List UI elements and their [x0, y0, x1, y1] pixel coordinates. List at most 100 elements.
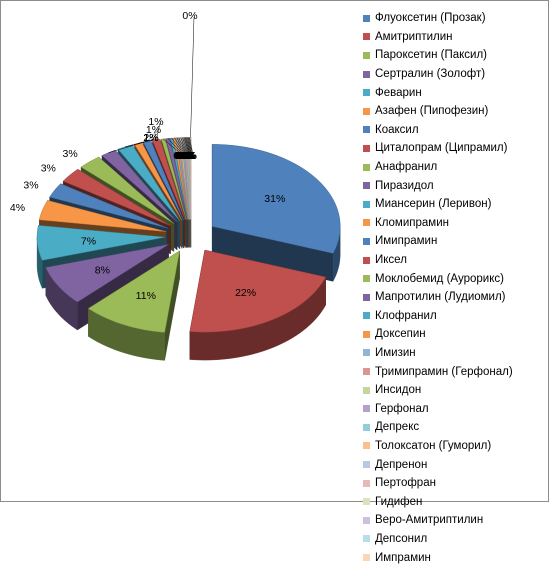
legend-item: Имипрамин — [363, 232, 547, 251]
data-label: 31% — [264, 193, 285, 205]
leader-line — [171, 137, 187, 158]
legend-item: Миансерин (Леривон) — [363, 195, 547, 214]
pie-slice — [45, 244, 169, 303]
pie-slice — [38, 200, 166, 232]
legend-item: Импрамин — [363, 548, 547, 567]
data-label: 7% — [81, 236, 96, 248]
pie-slice — [211, 144, 341, 254]
legend-item: Депрекс — [363, 418, 547, 437]
legend-swatch — [363, 163, 370, 171]
legend-swatch — [363, 405, 370, 413]
legend-item: Флуоксетин (Прозак) — [363, 9, 547, 28]
pie-slice — [160, 138, 187, 220]
legend-item: Депренон — [363, 455, 547, 474]
legend-item: Сертралин (Золофт) — [363, 65, 547, 84]
legend-swatch — [363, 182, 370, 190]
legend-label: Импрамин — [375, 551, 431, 564]
legend-swatch — [363, 89, 370, 97]
legend-label: Герфонал — [375, 402, 429, 415]
leader-line — [178, 137, 189, 158]
pie-slice — [177, 137, 190, 220]
legend-label: Клофранил — [375, 309, 437, 322]
data-label: 3% — [23, 180, 38, 192]
legend-label: Амитриптилин — [375, 30, 453, 43]
legend-item: Мапротилин (Лудиомил) — [363, 288, 547, 307]
leader-line — [186, 137, 192, 158]
legend-label: Анафранил — [375, 161, 438, 174]
legend-label: Депсонил — [375, 532, 428, 545]
legend-swatch — [363, 423, 370, 431]
legend-label: Инсидон — [375, 384, 422, 397]
legend-swatch — [363, 237, 370, 245]
data-label: 1% — [143, 132, 158, 144]
legend-label: Пиразидол — [375, 179, 434, 192]
leader-line — [174, 137, 188, 158]
legend-label: Миансерин (Леривон) — [375, 198, 492, 211]
legend-swatch — [363, 330, 370, 338]
data-label: 4% — [10, 202, 25, 214]
data-label: 0% — [179, 150, 194, 162]
legend-item: Амитриптилин — [363, 28, 547, 47]
legend-item: Пертофран — [363, 474, 547, 493]
legend-item: Пароксетин (Паксил) — [363, 46, 547, 65]
leader-line — [183, 137, 191, 158]
legend-label: Мапротилин (Лудиомил) — [375, 291, 506, 304]
leader-line — [182, 137, 190, 158]
legend-swatch — [363, 442, 370, 450]
legend-label: Моклобемид (Аурорикс) — [375, 272, 504, 285]
pie-slice — [62, 168, 171, 226]
legend-item: Кломипрамин — [363, 214, 547, 233]
legend-item: Коаксил — [363, 121, 547, 140]
legend-item: Циталопрам (Ципрамил) — [363, 139, 547, 158]
legend-swatch — [363, 349, 370, 357]
pie-slice — [80, 156, 175, 224]
leader-line — [176, 137, 188, 158]
legend-swatch — [363, 386, 370, 394]
data-label: 0% — [182, 150, 197, 162]
legend-item: Клофранил — [363, 307, 547, 326]
legend-swatch — [363, 275, 370, 283]
data-label: 0% — [175, 150, 190, 162]
legend-label: Сертралин (Золофт) — [375, 68, 486, 81]
legend-item: Иксел — [363, 251, 547, 270]
data-label: 0% — [178, 150, 193, 162]
data-label: 1% — [148, 116, 163, 128]
legend-label: Флуоксетин (Прозак) — [375, 12, 486, 25]
leader-line — [156, 122, 161, 140]
legend-swatch — [363, 14, 370, 22]
leader-line — [146, 130, 158, 142]
legend-label: Циталопрам (Ципрамил) — [375, 142, 508, 155]
pie-slice — [170, 137, 188, 220]
legend-label: Феварин — [375, 86, 422, 99]
leader-line — [184, 137, 191, 158]
legend-label: Имизин — [375, 346, 416, 359]
leader-line — [185, 137, 192, 158]
legend-item: Пиразидол — [363, 176, 547, 195]
legend-swatch — [363, 200, 370, 208]
legend-label: Азафен (Пипофезин) — [375, 105, 489, 118]
legend-label: Доксепин — [375, 328, 426, 341]
legend-label: Тримипрамин (Герфонал) — [375, 365, 513, 378]
legend-item: Инсидон — [363, 381, 547, 400]
legend-swatch — [363, 107, 370, 115]
legend-item: Герфонал — [363, 399, 547, 418]
legend-swatch — [363, 479, 370, 487]
legend-swatch — [363, 368, 370, 376]
legend-item: Тримипрамин (Герфонал) — [363, 362, 547, 381]
legend-label: Кломипрамин — [375, 216, 449, 229]
legend-item: Доксепин — [363, 325, 547, 344]
leader-line — [180, 137, 189, 158]
leader-line — [190, 16, 195, 138]
legend-item: Имизин — [363, 344, 547, 363]
legend-swatch — [363, 293, 370, 301]
legend-label: Имипрамин — [375, 235, 438, 248]
pie-slice — [87, 250, 180, 333]
pie-slice — [49, 183, 169, 229]
legend-item: Веро-Амитриптилин — [363, 511, 547, 530]
data-label: 3% — [63, 148, 78, 160]
data-label: 22% — [235, 287, 256, 299]
legend-swatch — [363, 516, 370, 524]
data-label: 0% — [182, 10, 197, 22]
legend-swatch — [363, 70, 370, 78]
